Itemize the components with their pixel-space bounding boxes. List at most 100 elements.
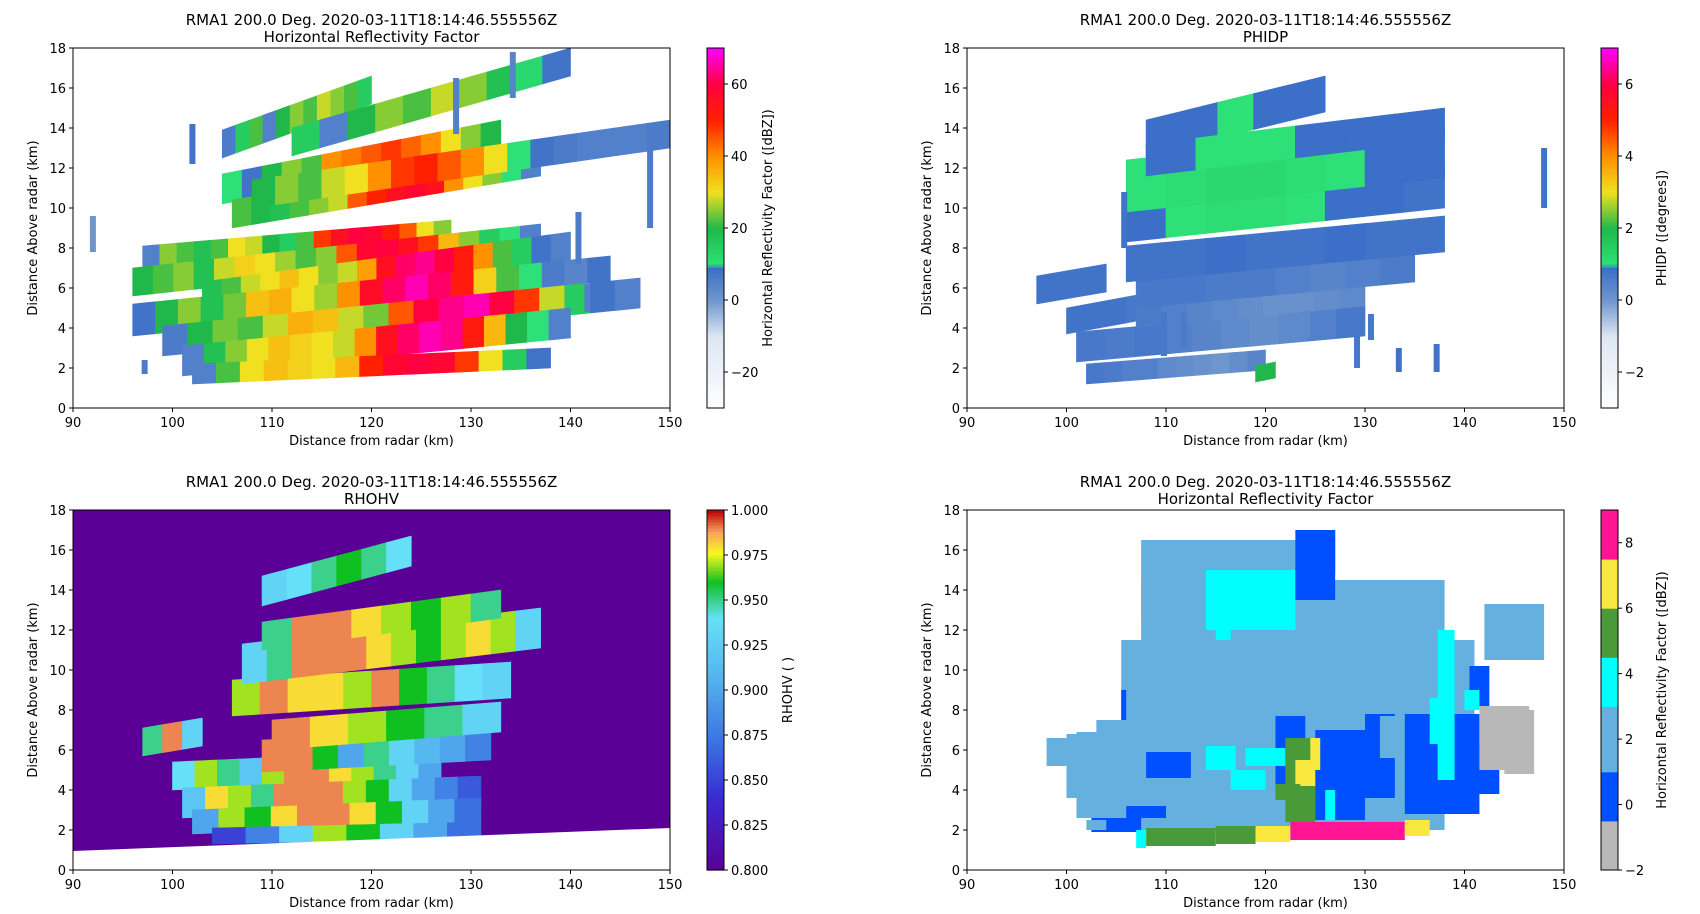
colorbar-tick-label: 0.800 — [731, 864, 768, 879]
colorbar-segment — [1601, 180, 1618, 184]
colorbar-segment — [707, 192, 724, 196]
colorbar-segment — [707, 123, 724, 127]
colorbar-segment — [707, 243, 724, 247]
colorbar-segment — [707, 405, 724, 409]
colorbar-segment — [707, 348, 724, 352]
data-cell — [507, 139, 532, 172]
colorbar-segment — [707, 180, 724, 184]
colorbar-segment — [1601, 237, 1618, 241]
colorbar-segment — [707, 216, 724, 220]
colorbar-tick-label: 6 — [1625, 78, 1633, 93]
x-tick-label: 90 — [65, 878, 82, 893]
colorbar: −2 0 2 4 6 PHIDP ([degrees]) — [1600, 47, 1670, 409]
data-cell — [1344, 113, 1396, 153]
x-tick-label: 130 — [459, 416, 484, 431]
colorbar-segment — [707, 633, 724, 637]
colorbar-segment — [707, 567, 724, 571]
data-speck — [584, 284, 591, 312]
colorbar-segment — [1601, 219, 1618, 223]
data-cell — [349, 802, 377, 828]
colorbar-segment — [707, 591, 724, 595]
data-cell — [550, 231, 571, 265]
colorbar-segment — [707, 813, 724, 817]
colorbar-segment — [707, 636, 724, 640]
data-cell — [1324, 223, 1366, 264]
colorbar-segment — [707, 720, 724, 724]
colorbar-segment — [1601, 249, 1618, 253]
y-tick-label: 10 — [49, 664, 66, 679]
colorbar-segment — [1601, 279, 1618, 283]
colorbar-segment — [707, 522, 724, 526]
colorbar-segment — [707, 237, 724, 241]
x-tick-label: 100 — [1054, 878, 1079, 893]
colorbar-segment — [707, 678, 724, 682]
colorbar-tick-label: 0.825 — [731, 819, 768, 834]
colorbar-segment — [1601, 102, 1618, 106]
colorbar-segment — [1601, 300, 1618, 304]
data-cell — [1245, 230, 1286, 272]
colorbar-segment — [707, 585, 724, 589]
colorbar-segment — [707, 120, 724, 124]
colorbar-segment — [1601, 93, 1618, 97]
colorbar-segment — [707, 750, 724, 754]
colorbar-segment — [1601, 396, 1618, 400]
colorbar-tick-label: 2 — [1625, 733, 1633, 748]
colorbar-segment — [1601, 372, 1618, 376]
colorbar-segment — [707, 717, 724, 721]
colorbar-segment — [1601, 144, 1618, 148]
colorbar-segment — [1601, 150, 1618, 154]
colorbar: −20 0 20 40 60 Horizontal Reflectivity Factor… — [706, 47, 776, 409]
colorbar-segment — [707, 597, 724, 601]
colorbar-segment — [707, 177, 724, 181]
colorbar-tick-label: 0.850 — [731, 774, 768, 789]
data-cell — [1429, 698, 1450, 744]
colorbar-segment — [707, 774, 724, 778]
data-cell — [344, 80, 359, 115]
colorbar-segment — [707, 861, 724, 865]
colorbar-segment — [707, 51, 724, 55]
data-cell — [383, 354, 408, 376]
data-cell — [344, 162, 369, 196]
colorbar-segment — [1601, 270, 1618, 274]
colorbar-segment — [707, 303, 724, 307]
colorbar-segment — [707, 525, 724, 529]
data-cell — [1121, 359, 1141, 382]
colorbar-segment — [707, 195, 724, 199]
colorbar-segment — [707, 528, 724, 532]
colorbar-segment — [1601, 771, 1618, 822]
colorbar-segment — [707, 264, 724, 268]
data-cell — [1306, 308, 1337, 342]
x-axis-label: Distance from radar (km) — [1183, 896, 1348, 911]
colorbar-segment — [1601, 342, 1618, 346]
data-cell — [271, 716, 311, 751]
x-tick-label: 110 — [260, 416, 285, 431]
x-tick-label: 110 — [260, 878, 285, 893]
data-cell — [379, 823, 415, 841]
colorbar-segment — [1601, 240, 1618, 244]
x-axis-label: Distance from radar (km) — [289, 434, 454, 449]
colorbar-segment — [1601, 369, 1618, 373]
colorbar-segment — [707, 609, 724, 613]
colorbar-segment — [707, 807, 724, 811]
colorbar-segment — [707, 549, 724, 553]
colorbar-segment — [707, 261, 724, 265]
data-cell — [1464, 690, 1480, 710]
colorbar-segment — [707, 552, 724, 556]
colorbar-segment — [707, 765, 724, 769]
colorbar-tick-label: 0 — [1625, 294, 1633, 309]
colorbar-tick-label: 2 — [1625, 222, 1633, 237]
data-cell — [1157, 356, 1177, 379]
colorbar-segment — [707, 366, 724, 370]
colorbar-segment — [1601, 165, 1618, 169]
colorbar-segment — [707, 249, 724, 253]
colorbar-segment — [1601, 129, 1618, 133]
colorbar-segment — [707, 207, 724, 211]
colorbar-segment — [707, 744, 724, 748]
colorbar-segment — [707, 546, 724, 550]
colorbar-segment — [1601, 706, 1618, 773]
colorbar-segment — [707, 339, 724, 343]
colorbar-segment — [707, 687, 724, 691]
y-axis-label: Distance Above radar (km) — [920, 602, 935, 777]
colorbar-segment — [1601, 375, 1618, 379]
data-cell — [172, 760, 196, 791]
